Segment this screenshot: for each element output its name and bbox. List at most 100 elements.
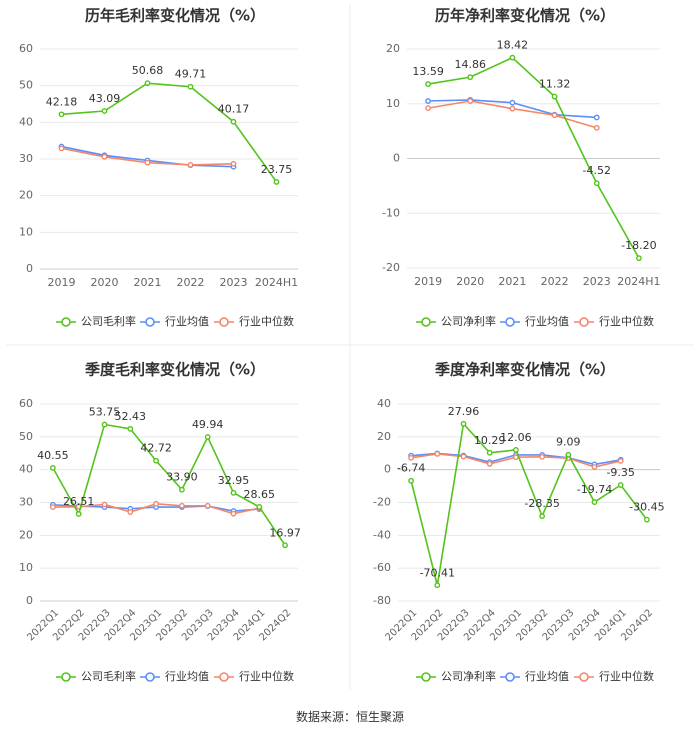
legend-item: 行业均值 xyxy=(140,670,209,683)
y-tick-label: -80 xyxy=(373,594,391,607)
data-point xyxy=(434,582,441,589)
annual-gross-margin-chart: 历年毛利率变化情况（%） 0 10 20 30 40 50 60 2019 2020 2021 202… xyxy=(19,7,298,329)
data-point xyxy=(204,502,211,509)
data-point xyxy=(425,98,431,104)
data-point xyxy=(256,504,263,510)
data-point xyxy=(644,516,650,523)
data-label: 40.55 xyxy=(37,449,69,462)
data-point xyxy=(50,504,56,510)
data-point xyxy=(230,510,237,517)
data-point xyxy=(460,420,467,427)
legend-item: 公司净利率 xyxy=(416,314,496,328)
data-point xyxy=(101,501,108,508)
legend-marker-icon xyxy=(219,317,229,327)
chart-title: 历年净利率变化情况（%） xyxy=(435,7,615,25)
data-label: 12.06 xyxy=(500,431,532,444)
data-point xyxy=(509,99,516,106)
quarterly-net-margin-chart: 季度净利率变化情况（%）-80-60-40-20020402022Q12022Q… xyxy=(373,361,665,684)
chart-title: 季度净利率变化情况（%） xyxy=(435,361,615,379)
data-point xyxy=(434,451,441,457)
y-tick-label: -40 xyxy=(373,528,391,541)
data-point xyxy=(101,421,108,428)
data-source-note: 数据来源：恒生聚源 xyxy=(295,710,404,724)
data-label: -28.35 xyxy=(524,497,559,510)
data-point xyxy=(408,454,414,461)
data-label: -70.41 xyxy=(420,566,455,579)
data-label: 49.71 xyxy=(175,68,207,81)
legend-marker-icon xyxy=(579,672,589,682)
data-point xyxy=(509,54,516,61)
data-point xyxy=(230,489,237,496)
x-tick-label: 2021 xyxy=(134,276,162,289)
data-point xyxy=(58,145,65,152)
data-label: -6.74 xyxy=(397,462,425,475)
data-point xyxy=(144,80,151,87)
data-point xyxy=(204,434,211,440)
data-point xyxy=(230,160,237,167)
data-point xyxy=(127,509,134,515)
data-label: 53.75 xyxy=(89,406,121,419)
x-tick-label: 2024H1 xyxy=(617,275,660,288)
data-label: 43.09 xyxy=(89,92,121,105)
data-label: 26.51 xyxy=(63,495,95,508)
y-tick-label: 10 xyxy=(19,561,33,574)
y-tick-label: -20 xyxy=(373,496,391,509)
legend-label: 行业均值 xyxy=(165,315,209,328)
data-label: 10.29 xyxy=(474,434,506,447)
data-label: 14.86 xyxy=(455,58,487,71)
data-label: 49.94 xyxy=(192,418,224,431)
legend-item: 公司毛利率 xyxy=(56,314,136,328)
data-point xyxy=(230,118,237,125)
data-point xyxy=(593,180,600,187)
data-point xyxy=(101,108,108,114)
y-tick-label: 40 xyxy=(377,397,391,410)
x-tick-label: 2019 xyxy=(414,275,442,288)
data-label: 28.65 xyxy=(244,488,276,501)
legend-label: 公司毛利率 xyxy=(81,314,136,328)
data-point xyxy=(593,114,600,121)
legend-label: 行业均值 xyxy=(165,670,209,683)
data-point xyxy=(467,74,474,81)
y-tick-label: -10 xyxy=(382,206,400,219)
data-point xyxy=(617,482,624,488)
data-label: 23.75 xyxy=(261,163,293,176)
y-tick-label: 10 xyxy=(386,97,400,110)
data-point xyxy=(539,453,545,460)
data-label: 27.96 xyxy=(448,405,480,418)
legend-item: 行业中位数 xyxy=(214,314,294,328)
x-tick-label: 2019 xyxy=(48,276,76,289)
y-tick-label: 20 xyxy=(377,430,391,443)
data-label: 9.09 xyxy=(556,436,581,449)
data-label: -19.74 xyxy=(577,483,612,496)
legend-marker-icon xyxy=(421,317,431,327)
y-tick-label: -20 xyxy=(382,261,400,274)
data-label: 52.43 xyxy=(115,410,147,423)
data-point xyxy=(509,105,516,112)
legend-label: 公司毛利率 xyxy=(81,669,136,683)
data-point xyxy=(178,486,185,493)
data-label: 50.68 xyxy=(132,64,164,77)
data-point xyxy=(408,477,414,484)
y-tick-label: 50 xyxy=(19,79,33,92)
data-point xyxy=(58,111,65,118)
series-line xyxy=(427,56,640,259)
legend-marker-icon xyxy=(145,672,155,682)
data-point xyxy=(591,464,598,470)
data-point xyxy=(425,105,431,112)
x-tick-label: 2024H1 xyxy=(255,276,298,289)
x-tick-label: 2021 xyxy=(498,275,526,288)
chart-title: 历年毛利率变化情况（%） xyxy=(85,7,265,25)
y-tick-label: 50 xyxy=(19,430,33,443)
y-tick-label: 30 xyxy=(19,496,33,509)
legend-marker-icon xyxy=(505,317,515,327)
legend-label: 行业中位数 xyxy=(599,669,654,683)
data-point xyxy=(425,81,431,87)
series-line xyxy=(410,421,648,586)
legend-item: 行业中位数 xyxy=(214,669,294,683)
legend-item: 行业均值 xyxy=(500,315,569,328)
data-point xyxy=(460,453,467,460)
y-tick-label: 40 xyxy=(19,115,33,128)
data-point xyxy=(144,159,151,166)
y-tick-label: 0 xyxy=(393,152,400,165)
legend-label: 公司净利率 xyxy=(441,314,496,328)
